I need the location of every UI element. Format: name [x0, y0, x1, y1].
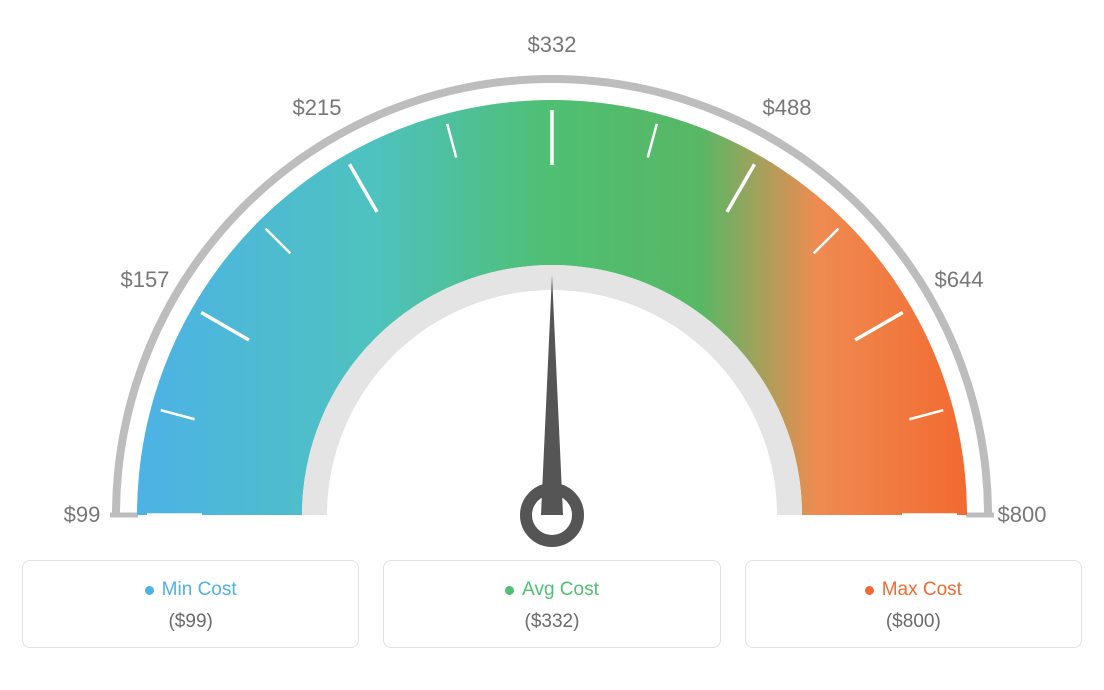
dot-icon: [505, 586, 514, 595]
legend-label: Max Cost: [882, 579, 962, 601]
legend-label: Avg Cost: [522, 579, 599, 601]
gauge-tick-label: $99: [64, 502, 101, 528]
legend-label-row: Max Cost: [865, 579, 962, 601]
legend-value: ($99): [168, 611, 212, 633]
gauge-tick-label: $800: [998, 502, 1047, 528]
legend-label-row: Avg Cost: [505, 579, 599, 601]
legend-card-max: Max Cost ($800): [745, 560, 1082, 648]
gauge-tick-label: $644: [935, 267, 984, 293]
dot-icon: [865, 586, 874, 595]
cost-gauge: $99 $157 $215 $332 $488 $644 $800: [22, 20, 1082, 560]
gauge-tick-label: $215: [293, 95, 342, 121]
gauge-tick-label: $488: [763, 95, 812, 121]
gauge-svg: [22, 20, 1082, 560]
legend-card-avg: Avg Cost ($332): [383, 560, 720, 648]
legend-card-min: Min Cost ($99): [22, 560, 359, 648]
legend: Min Cost ($99) Avg Cost ($332) Max Cost …: [22, 560, 1082, 648]
legend-value: ($800): [886, 611, 941, 633]
dot-icon: [145, 586, 154, 595]
gauge-tick-label: $332: [528, 32, 577, 58]
legend-label-row: Min Cost: [145, 579, 237, 601]
legend-label: Min Cost: [162, 579, 237, 601]
gauge-tick-label: $157: [120, 267, 169, 293]
legend-value: ($332): [525, 611, 580, 633]
